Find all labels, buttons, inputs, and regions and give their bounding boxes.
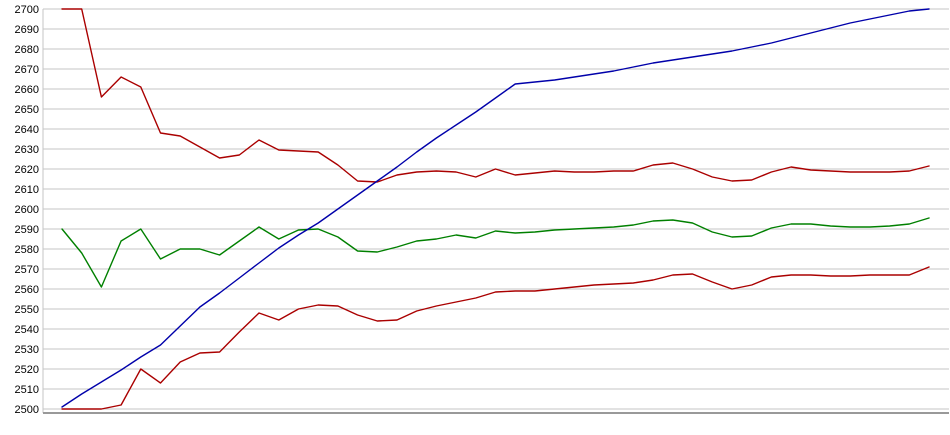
y-tick-label: 2610	[15, 184, 39, 196]
y-tick-label: 2680	[15, 44, 39, 56]
y-tick-label: 2690	[15, 24, 39, 36]
y-tick-label: 2590	[15, 224, 39, 236]
y-tick-label: 2640	[15, 124, 39, 136]
blue-line	[61, 8, 930, 408]
y-tick-label: 2660	[15, 84, 39, 96]
upper-red-line	[61, 8, 930, 183]
y-tick-label: 2570	[15, 264, 39, 276]
green-line	[61, 217, 930, 288]
y-tick-label: 2620	[15, 164, 39, 176]
y-tick-label: 2530	[15, 344, 39, 356]
y-tick-label: 2550	[15, 304, 39, 316]
y-tick-label: 2580	[15, 244, 39, 256]
y-tick-label: 2510	[15, 384, 39, 396]
y-tick-label: 2500	[15, 404, 39, 416]
y-tick-label: 2650	[15, 104, 39, 116]
y-tick-label: 2600	[15, 204, 39, 216]
y-tick-label: 2630	[15, 144, 39, 156]
y-tick-label: 2540	[15, 324, 39, 336]
y-tick-label: 2520	[15, 364, 39, 376]
lower-red-line	[61, 266, 930, 410]
y-tick-label: 2700	[15, 4, 39, 16]
y-tick-label: 2670	[15, 64, 39, 76]
y-tick-label: 2560	[15, 284, 39, 296]
